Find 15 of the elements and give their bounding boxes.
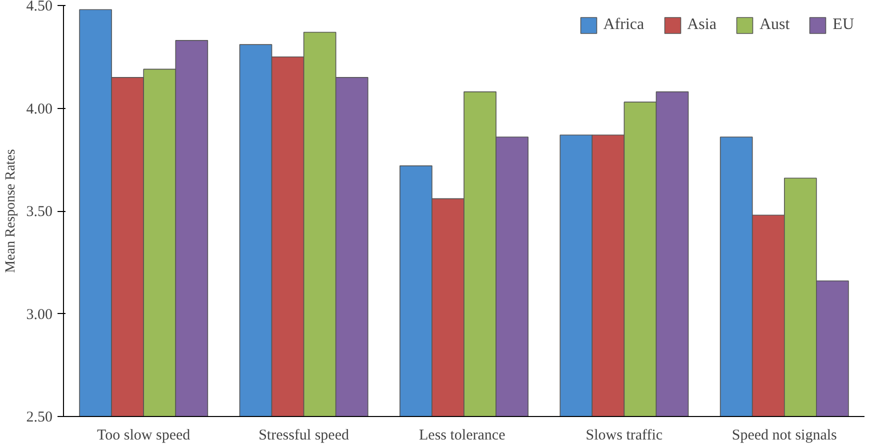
y-tick-label: 2.50 [26,410,52,426]
legend-label: EU [832,16,854,34]
x-tick-label: Stressful speed [258,428,350,444]
x-tick-label: Speed not signals [732,428,838,444]
y-axis-title: Mean Response Rates [3,149,18,273]
y-tick-label: 4.50 [26,0,52,14]
y-tick-label: 3.50 [26,204,52,220]
x-tick-label: Too slow speed [97,428,191,444]
y-tick-label: 4.00 [26,101,52,118]
y-tick-label: 3.00 [26,306,52,323]
legend-label: Aust [759,16,790,34]
legend-label: Africa [603,16,644,34]
x-tick-label: Less tolerance [419,428,506,444]
x-tick-label: Slows traffic [586,428,663,444]
legend-label: Asia [687,16,716,34]
